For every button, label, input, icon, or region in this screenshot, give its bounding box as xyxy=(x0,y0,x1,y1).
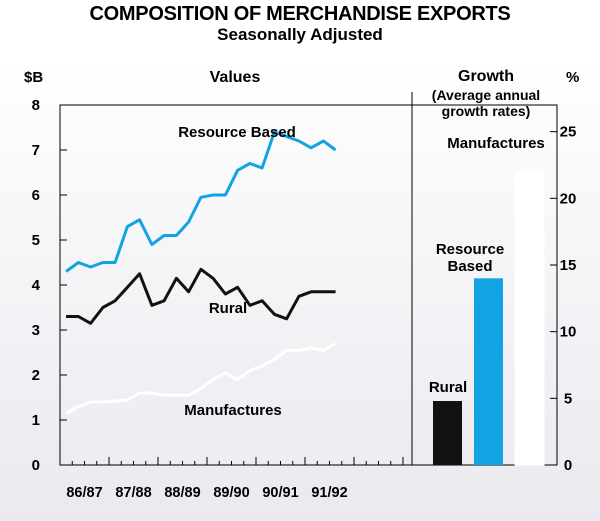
left-tick-label: 8 xyxy=(32,97,40,114)
left-tick-label: 1 xyxy=(32,412,40,429)
left-tick-label: 5 xyxy=(32,232,40,249)
left-axis-unit: $B xyxy=(24,69,43,86)
series-label: Manufactures xyxy=(184,402,282,419)
growth-bar-resource-based xyxy=(474,278,503,465)
left-tick-label: 4 xyxy=(32,277,41,294)
chart-subtitle: Seasonally Adjusted xyxy=(217,25,383,44)
growth-panel-subtitle-1: (Average annual xyxy=(432,87,540,103)
right-tick-label: 0 xyxy=(564,457,572,474)
left-tick-label: 7 xyxy=(32,142,40,159)
growth-bar-label: Resource xyxy=(436,241,504,258)
right-tick-label: 15 xyxy=(560,257,577,274)
x-tick-label: 90/91 xyxy=(262,485,298,501)
left-axis: 0 1 2 3 4 5 6 7 8 xyxy=(32,97,67,474)
series-lines: Resource Based Rural Manufactures xyxy=(65,124,337,419)
series-line-manufactures xyxy=(65,342,337,415)
series-label: Resource Based xyxy=(178,124,296,141)
growth-panel-title: Growth xyxy=(458,68,514,85)
growth-bar-label: Based xyxy=(447,258,492,275)
left-tick-label: 2 xyxy=(32,367,40,384)
chart-title: COMPOSITION OF MERCHANDISE EXPORTS xyxy=(89,3,511,25)
right-axis: 0 5 10 15 20 25 xyxy=(550,124,576,474)
x-tick-label: 86/87 xyxy=(66,485,102,501)
growth-panel-subtitle-2: growth rates) xyxy=(442,103,531,119)
values-panel-title: Values xyxy=(210,69,261,86)
left-tick-label: 3 xyxy=(32,322,40,339)
x-tick-label: 87/88 xyxy=(115,485,151,501)
right-axis-unit: % xyxy=(566,69,579,86)
x-tick-label: 88/89 xyxy=(164,485,200,501)
growth-bar-label: Rural xyxy=(429,379,467,396)
series-line-resource-based xyxy=(65,130,337,273)
x-axis: 86/87 87/88 88/89 89/90 90/91 91/92 xyxy=(59,457,404,501)
series-label: Rural xyxy=(209,300,247,317)
series-line-rural xyxy=(66,267,336,325)
right-tick-label: 25 xyxy=(560,124,577,141)
right-tick-label: 10 xyxy=(560,324,577,341)
left-tick-label: 6 xyxy=(32,187,40,204)
x-tick-label: 91/92 xyxy=(311,485,347,501)
x-tick-label: 89/90 xyxy=(213,485,249,501)
growth-bar-manufactures xyxy=(514,171,545,466)
left-tick-label: 0 xyxy=(32,457,40,474)
growth-bar-label: Manufactures xyxy=(447,135,545,152)
right-tick-label: 20 xyxy=(560,190,577,207)
growth-bar-rural xyxy=(433,401,462,465)
right-tick-label: 5 xyxy=(564,390,572,407)
plot-background xyxy=(0,57,600,521)
